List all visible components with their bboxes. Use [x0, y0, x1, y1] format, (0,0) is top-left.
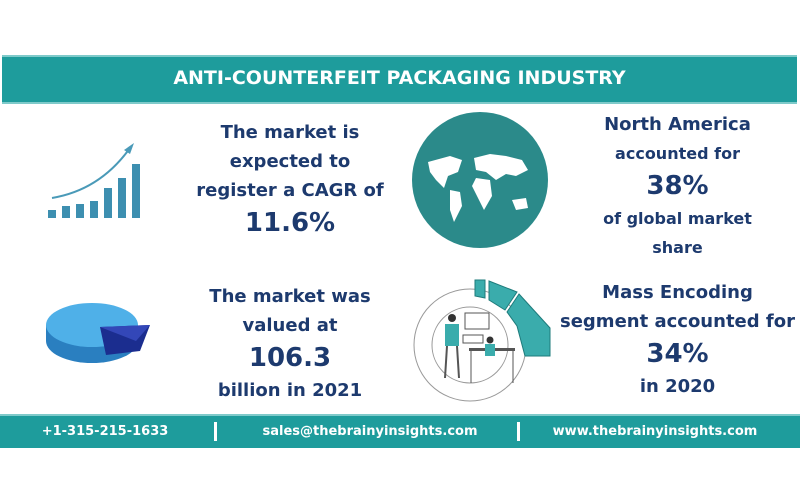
website-link[interactable]: www.thebrainyinsights.com: [552, 424, 758, 439]
cagr-block: The market is expected to register a CAG…: [180, 118, 400, 241]
divider: [517, 422, 520, 441]
region-line: of global market: [603, 209, 752, 228]
divider: [214, 422, 217, 441]
phone-number[interactable]: +1-315-215-1633: [41, 424, 169, 439]
region-block: North America accounted for 38% of globa…: [565, 110, 790, 262]
email-link[interactable]: sales@thebrainyinsights.com: [262, 424, 478, 439]
segment-value: 34%: [646, 339, 709, 369]
region-line: share: [652, 238, 703, 257]
page-title: ANTI-COUNTERFEIT PACKAGING INDUSTRY: [173, 67, 626, 89]
cagr-line: The market is: [220, 122, 360, 143]
cagr-value: 11.6%: [244, 208, 336, 238]
cagr-line: register a CAGR of: [196, 180, 384, 201]
valuation-suffix: billion in 2021: [217, 380, 363, 401]
valuation-line: The market was: [209, 286, 371, 307]
bar-chart-growth-icon: [48, 143, 140, 218]
segment-line: segment accounted for: [560, 311, 795, 332]
valuation-value: 106.3: [248, 343, 332, 373]
valuation-line: valued at: [242, 315, 338, 336]
valuation-block: The market was valued at 106.3 billion i…: [180, 282, 400, 405]
region-name: North America: [604, 114, 751, 135]
cagr-line: expected to: [229, 151, 351, 172]
segment-suffix: in 2020: [639, 376, 716, 397]
region-value: 38%: [646, 171, 709, 201]
segment-block: Mass Encoding segment accounted for 34% …: [555, 278, 800, 401]
segment-name: Mass Encoding: [602, 282, 753, 303]
pie-chart-3d-icon: [46, 303, 150, 363]
header-bar: ANTI-COUNTERFEIT PACKAGING INDUSTRY: [2, 55, 797, 104]
footer-bar: +1-315-215-1633 sales@thebrainyinsights.…: [0, 414, 800, 448]
world-map-icon: [412, 112, 548, 248]
office-people-illustration-icon: [413, 279, 551, 402]
region-line: accounted for: [615, 144, 740, 163]
